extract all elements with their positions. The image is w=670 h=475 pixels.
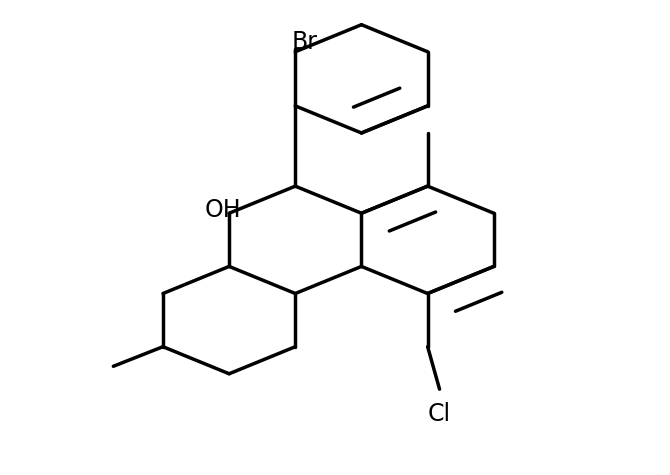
Text: Br: Br — [292, 30, 318, 55]
Text: Cl: Cl — [428, 402, 451, 426]
Text: OH: OH — [204, 199, 241, 222]
